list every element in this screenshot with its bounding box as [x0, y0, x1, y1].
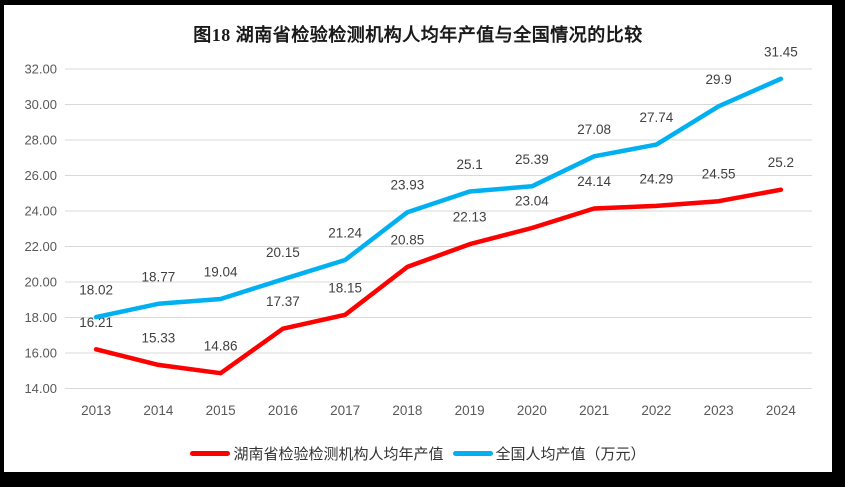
data-label: 15.33 — [141, 330, 175, 345]
data-label: 18.02 — [79, 283, 113, 298]
x-axis-tick-label: 2013 — [81, 403, 111, 418]
data-label: 23.04 — [515, 194, 549, 209]
x-axis-tick-label: 2020 — [517, 403, 547, 418]
data-label: 14.86 — [204, 339, 238, 354]
data-label: 25.39 — [515, 152, 549, 167]
x-axis-tick-label: 2014 — [143, 403, 174, 418]
x-axis-tick-label: 2024 — [766, 403, 797, 418]
data-label: 21.24 — [328, 225, 362, 240]
y-axis-tick-label: 16.00 — [24, 346, 57, 361]
data-label: 31.45 — [764, 44, 798, 59]
y-axis-tick-label: 30.00 — [24, 97, 57, 112]
hunan-series-line — [93, 187, 784, 376]
data-label: 24.55 — [702, 167, 736, 182]
data-label: 16.21 — [79, 315, 113, 330]
data-label: 22.13 — [453, 210, 487, 225]
data-label: 24.14 — [577, 174, 611, 189]
y-axis-tick-label: 14.00 — [24, 381, 57, 396]
y-axis-tick-label: 24.00 — [24, 204, 57, 219]
data-label: 25.1 — [456, 157, 482, 172]
data-label: 23.93 — [390, 178, 424, 193]
data-label: 24.29 — [639, 171, 673, 186]
legend-item-national: 全国人均产值（万元） — [452, 443, 646, 464]
x-axis-tick-label: 2018 — [392, 403, 422, 418]
y-axis-tick-label: 20.00 — [24, 275, 57, 290]
data-label: 18.15 — [328, 280, 362, 295]
chart-legend: 湖南省检验检测机构人均年产值 全国人均产值（万元） — [4, 443, 832, 464]
x-axis-tick-label: 2021 — [579, 403, 609, 418]
data-label: 20.15 — [266, 245, 300, 260]
data-label: 29.9 — [705, 72, 731, 87]
data-label: 18.77 — [141, 269, 175, 284]
data-label: 27.74 — [639, 110, 673, 125]
x-axis-tick-label: 2023 — [704, 403, 734, 418]
chart-canvas: 图18 湖南省检验检测机构人均年产值与全国情况的比较 32.00 30.00 28.… — [4, 5, 832, 472]
x-axis-tick-label: 2022 — [641, 403, 671, 418]
x-axis-tick-label: 2017 — [330, 403, 360, 418]
data-label: 17.37 — [266, 294, 300, 309]
y-axis-tick-label: 18.00 — [24, 310, 57, 325]
legend-label-national: 全国人均产值（万元） — [495, 446, 646, 463]
data-label: 20.85 — [390, 232, 424, 247]
x-axis-tick-label: 2015 — [206, 403, 236, 418]
national-series-line — [93, 76, 784, 320]
y-axis-tick-label: 32.00 — [24, 62, 57, 77]
x-axis-tick-label: 2019 — [455, 403, 485, 418]
y-axis-tick-label: 28.00 — [24, 133, 57, 148]
y-axis-tick-label: 26.00 — [24, 168, 57, 183]
chart-title: 图18 湖南省检验检测机构人均年产值与全国情况的比较 — [193, 25, 643, 45]
data-label: 25.2 — [768, 155, 794, 170]
y-axis-tick-label: 22.00 — [24, 239, 57, 254]
legend-label-hunan: 湖南省检验检测机构人均年产值 — [233, 446, 444, 463]
line-chart-plot: 32.00 30.00 28.00 26.00 24.00 22.00 20.00 18.00… — [24, 44, 812, 418]
data-label: 19.04 — [204, 265, 238, 280]
legend-item-hunan: 湖南省检验检测机构人均年产值 — [190, 443, 444, 464]
data-label: 27.08 — [577, 122, 611, 137]
x-axis-tick-label: 2016 — [268, 403, 298, 418]
hunan-line-swatch-icon — [190, 451, 231, 456]
national-line-swatch-icon — [452, 451, 493, 456]
